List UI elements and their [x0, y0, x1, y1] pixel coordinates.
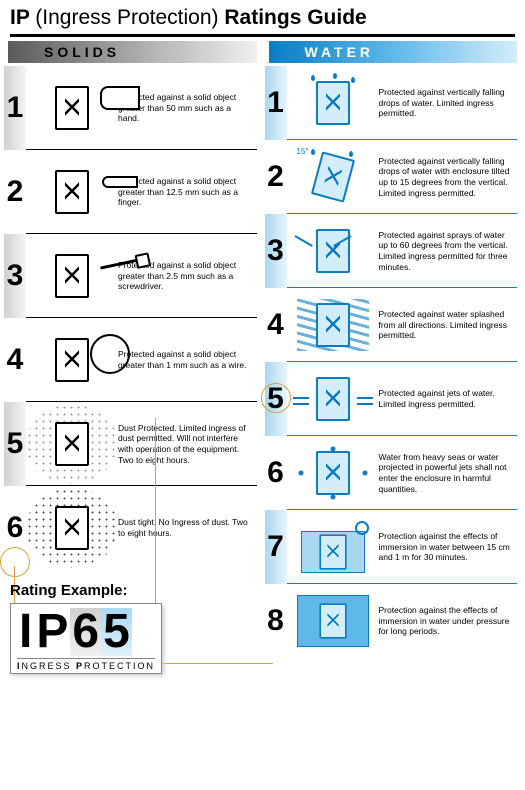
- water-rows: 1 Protected against vertically falling d…: [265, 66, 522, 658]
- solids-number: 4: [4, 318, 26, 402]
- ip-digit-5: 5: [101, 608, 132, 656]
- example-title: Rating Example:: [10, 582, 220, 599]
- solids-number: 6: [4, 486, 26, 570]
- water-icon-5: [293, 369, 373, 429]
- solids-number: 2: [4, 150, 26, 234]
- water-icon-2: 15°: [293, 147, 373, 207]
- ip-code: I P 6 5: [17, 608, 155, 656]
- solids-icon-4: [32, 326, 112, 394]
- water-row: 4 Protected against water splashed from …: [265, 288, 522, 362]
- solids-row: 1 Protected against a solid object great…: [4, 66, 261, 150]
- water-desc: Protection against the effects of immers…: [379, 605, 522, 637]
- water-row: 7 Protection against the effects of imme…: [265, 510, 522, 584]
- water-row: 6 Water from heavy seas or water project…: [265, 436, 522, 510]
- water-icon-6: [293, 443, 373, 503]
- solids-row: 4 Protected against a solid object great…: [4, 318, 261, 402]
- water-desc: Water from heavy seas or water projected…: [379, 452, 522, 495]
- water-icon-7: [293, 517, 373, 577]
- ip-code-box: I P 6 5 INGRESS PROTECTION: [10, 603, 162, 674]
- water-icon-3: [293, 221, 373, 281]
- water-row: 8 Protection against the effects of imme…: [265, 584, 522, 658]
- title-paren: (Ingress Protection): [35, 6, 218, 29]
- solids-icon-2: [32, 158, 112, 226]
- solids-icon-6: [32, 494, 112, 562]
- solids-icon-3: [32, 242, 112, 310]
- water-icon-8: [293, 591, 373, 651]
- solids-icon-5: [32, 410, 112, 478]
- solids-header: SOLIDS: [8, 41, 257, 63]
- water-desc: Protected against water splashed from al…: [379, 309, 522, 341]
- water-desc: Protected against jets of water. Limited…: [379, 388, 522, 409]
- water-number: 1: [265, 66, 287, 140]
- water-header: WATER: [269, 41, 518, 63]
- water-icon-4: [293, 295, 373, 355]
- water-desc: Protected against vertically falling dro…: [379, 87, 522, 119]
- water-column: WATER 1 Protected against vertically fal…: [265, 39, 522, 658]
- title-ip: IP: [10, 6, 35, 29]
- solids-desc: Protected against a solid object greater…: [118, 349, 261, 370]
- page-title: IP (Ingress Protection) Ratings Guide: [0, 0, 525, 34]
- water-icon-1: [293, 73, 373, 133]
- solids-row: 3 Protected against a solid object great…: [4, 234, 261, 318]
- ip-subtitle: INGRESS PROTECTION: [17, 658, 155, 671]
- water-number: 2: [265, 140, 287, 214]
- rating-example: Rating Example: I P 6 5 INGRESS PROTECTI…: [10, 582, 220, 674]
- ip-digit-6: 6: [70, 608, 101, 656]
- ip-letter-p: P: [34, 608, 70, 656]
- solids-number: 1: [4, 66, 26, 150]
- water-row: 2 15° Protected against vertically falli…: [265, 140, 522, 214]
- solids-icon-1: [32, 74, 112, 142]
- solids-number: 3: [4, 234, 26, 318]
- title-suffix: Ratings Guide: [219, 6, 367, 29]
- water-number: 4: [265, 288, 287, 362]
- solids-row: 2 Protected against a solid object great…: [4, 150, 261, 234]
- water-row: 1 Protected against vertically falling d…: [265, 66, 522, 140]
- water-desc: Protected against vertically falling dro…: [379, 156, 522, 199]
- solids-number: 5: [4, 402, 26, 486]
- water-row: 5 Protected against jets of water. Limit…: [265, 362, 522, 436]
- water-row: 3 Protected against sprays of water up t…: [265, 214, 522, 288]
- water-number: 3: [265, 214, 287, 288]
- water-desc: Protection against the effects of immers…: [379, 531, 522, 563]
- tilt-label: 15°: [297, 147, 309, 156]
- solids-desc: Protected against a solid object greater…: [118, 176, 261, 208]
- title-divider: [10, 34, 515, 37]
- ip-letter-i: I: [17, 608, 34, 656]
- water-desc: Protected against sprays of water up to …: [379, 230, 522, 273]
